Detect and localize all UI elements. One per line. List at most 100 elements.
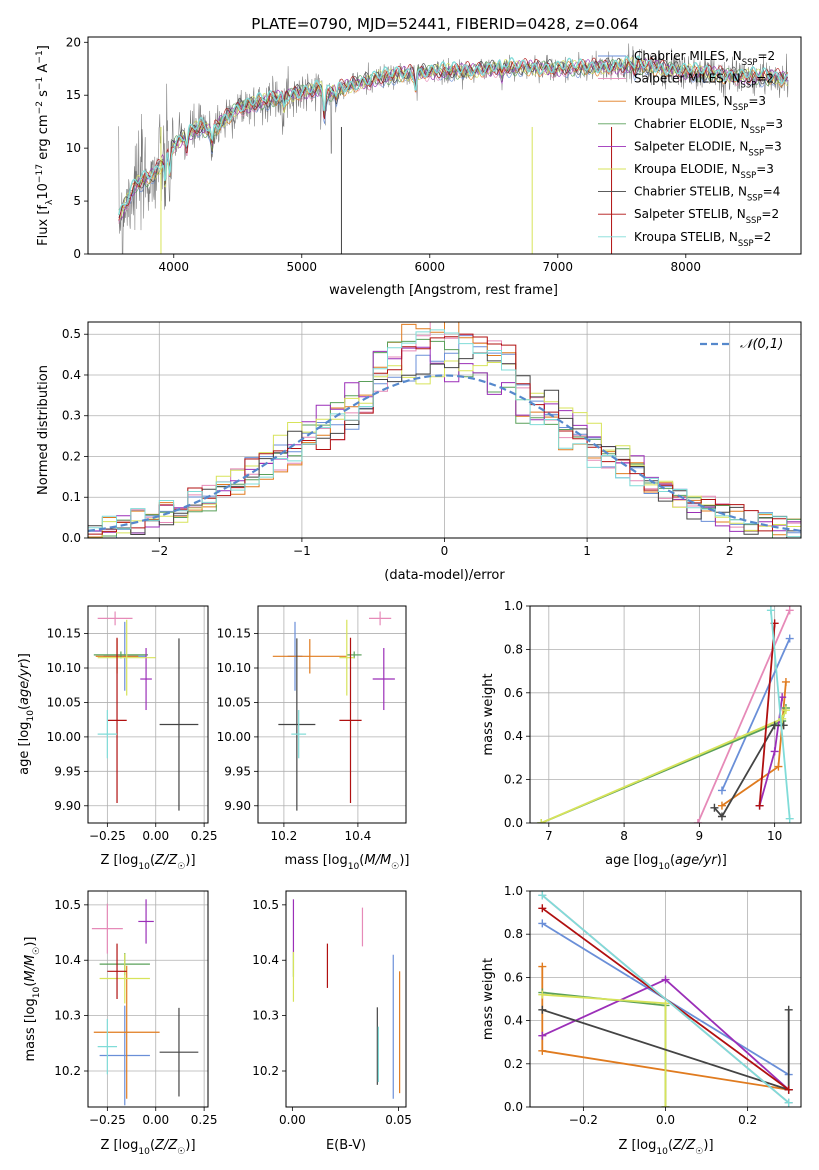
y-axis-label: mass weight	[481, 673, 496, 755]
y-tick-label: 5	[73, 194, 81, 208]
data-point	[784, 1098, 793, 1107]
y-tick-label: 0.4	[504, 729, 523, 743]
y-tick-label: 0.3	[62, 409, 81, 423]
y-tick-label: 10.5	[252, 898, 279, 912]
x-tick-label: −0.25	[89, 1113, 126, 1127]
y-tick-label: 0.4	[504, 1014, 523, 1028]
data-point	[693, 819, 702, 823]
y-tick-label: 0	[73, 247, 81, 261]
y-tick-label: 10.05	[217, 695, 251, 709]
data-point	[755, 801, 764, 810]
data-point	[717, 801, 726, 810]
plot-area	[93, 611, 199, 811]
x-axis-label: mass [log10(M/M☉)]	[285, 853, 410, 872]
x-tick-label: −1	[293, 544, 311, 558]
y-tick-label: 10.00	[47, 730, 81, 744]
y-axis-label: mass weight	[481, 958, 496, 1040]
x-tick-label: 0.05	[385, 1113, 412, 1127]
data-point	[717, 786, 726, 795]
legend-entry: Chabrier MILES, NSSP=2	[634, 49, 775, 67]
data-point	[784, 1085, 793, 1094]
y-axis-label: age [log10(age/yr)]	[17, 653, 36, 775]
legend-entry: Salpeter MILES, NSSP=2	[634, 72, 774, 90]
data-point	[538, 962, 547, 971]
data-point	[538, 1031, 547, 1040]
y-axis-label: mass [log10(M/M☉)]	[23, 937, 42, 1062]
data-point	[785, 814, 794, 823]
data-point	[538, 1046, 547, 1055]
plot-area	[292, 899, 401, 1099]
x-tick-label: 0.2	[738, 1113, 757, 1127]
y-tick-label: 0.2	[504, 773, 523, 787]
plot-area	[538, 891, 793, 1107]
y-tick-label: 0.2	[62, 449, 81, 463]
x-tick-label: 0.00	[142, 1113, 169, 1127]
y-tick-label: 0.8	[504, 927, 523, 941]
panel-weight_vs_Z: −0.2 0.0 0.2 0.0 0.2 0.4 0.6 0.8 1.0 Z [log10(Z/Z…	[481, 884, 802, 1157]
data-point	[766, 606, 775, 615]
data-point	[774, 762, 783, 771]
x-tick-label: 4000	[158, 260, 189, 274]
normal-curve	[88, 374, 801, 532]
series-chabrier-miles	[721, 638, 791, 791]
y-axis-label: Normed distribution	[36, 365, 51, 495]
series-kroupa-elodie	[540, 709, 787, 823]
x-tick-label: 7000	[543, 260, 574, 274]
series-kroupa-stelib	[541, 894, 790, 1104]
y-tick-label: 0.5	[62, 327, 81, 341]
y-tick-label: 0.8	[504, 642, 523, 656]
legend: Chabrier MILES, NSSP=2 Salpeter MILES, NS…	[598, 49, 783, 248]
y-tick-label: 9.95	[224, 764, 251, 778]
axes-frame	[257, 605, 407, 824]
x-tick-label: −0.2	[569, 1113, 598, 1127]
x-tick-label: 10.4	[345, 829, 372, 843]
x-tick-label: 0	[441, 544, 449, 558]
panel-weight_vs_age: 7 8 9 10 0.0 0.2 0.4 0.6 0.8 1.0 age [log10(age/yr…	[481, 599, 802, 872]
data-point	[537, 819, 546, 823]
axes-frame	[285, 890, 407, 1108]
y-tick-label: 10.4	[252, 953, 279, 967]
data-point	[781, 677, 790, 686]
figure-title: PLATE=0790, MJD=52441, FIBERID=0428, z=0…	[251, 15, 638, 33]
plot-area	[537, 606, 794, 823]
x-axis-label: (data-model)/error	[384, 568, 505, 583]
data-point	[785, 606, 794, 615]
y-axis-label: Flux [fλ10−17 erg cm−2 s−1 A−1]	[35, 45, 55, 246]
series-kroupa-stelib	[770, 610, 791, 819]
legend-entry: Kroupa STELIB, NSSP=2	[634, 230, 771, 248]
y-tick-label: 0.2	[504, 1057, 523, 1071]
y-tick-label: 10.5	[54, 898, 81, 912]
axes-frame	[87, 890, 209, 1108]
legend-entry: Chabrier STELIB, NSSP=4	[634, 185, 780, 203]
panel-age_vs_Z: −0.25 0.00 0.25 9.90 9.95 10.00 10.05 10.10 10.1…	[17, 605, 218, 872]
panel-mass_vs_EBV: 0.00 0.05 10.2 10.3 10.4 10.5 E(B-V)	[252, 890, 412, 1153]
y-tick-label: 10.3	[252, 1009, 279, 1023]
data-point	[781, 706, 790, 715]
legend-entry: Chabrier ELODIE, NSSP=3	[634, 117, 783, 135]
x-tick-label: 10	[767, 829, 782, 843]
series-salpeter-elodie	[118, 58, 788, 219]
x-axis-label: wavelength [Angstrom, rest frame]	[329, 283, 558, 298]
y-tick-label: 20	[66, 35, 81, 49]
y-tick-label: 0.6	[504, 970, 523, 984]
y-tick-label: 10.10	[47, 661, 81, 675]
data-point	[661, 1103, 670, 1107]
panel-mass_vs_Z: −0.25 0.00 0.25 10.2 10.3 10.4 10.5 Z [log10(Z/…	[23, 890, 218, 1157]
plot-area	[272, 611, 395, 811]
series-kroupa-miles	[118, 58, 788, 216]
x-tick-label: 0.25	[191, 829, 218, 843]
data-point	[785, 634, 794, 643]
axes-frame	[87, 36, 802, 255]
histogram-kroupa-stelib	[88, 329, 801, 538]
data-point	[538, 990, 547, 999]
y-tick-label: 0.6	[504, 686, 523, 700]
x-axis-label: Z [log10(Z/Z☉)]	[100, 853, 195, 872]
x-tick-label: 6000	[415, 260, 446, 274]
y-tick-label: 10.00	[217, 730, 251, 744]
x-tick-label: 0.25	[191, 1113, 218, 1127]
y-tick-label: 10.2	[252, 1064, 279, 1078]
panel-residuals: −2 −1 0 1 2 0.0 0.1 0.2 0.3 0.4 0.5 𝒩(0,1) (data-mod…	[36, 321, 802, 583]
x-tick-label: 10.2	[271, 829, 298, 843]
x-tick-label: 1	[583, 544, 591, 558]
